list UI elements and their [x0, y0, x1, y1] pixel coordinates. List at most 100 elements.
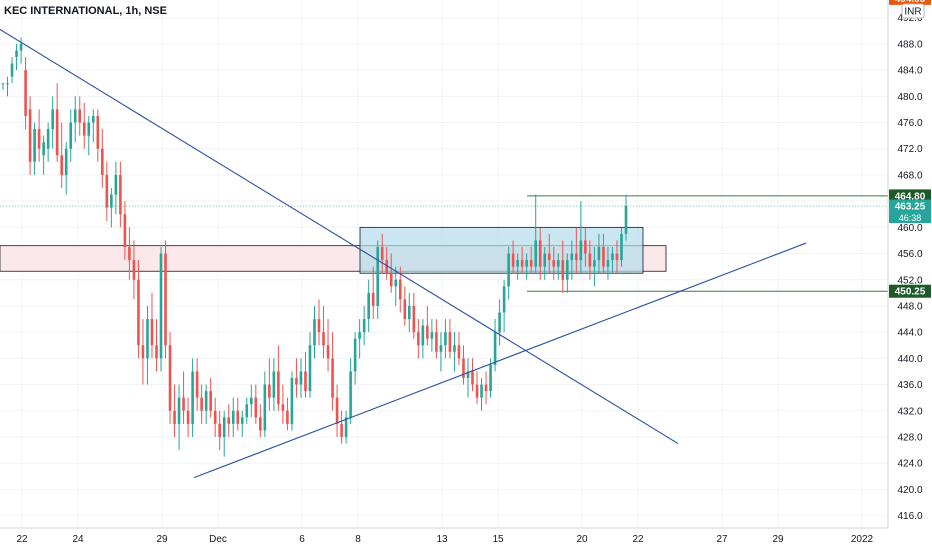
price-tick-label: 480.0 [897, 92, 922, 103]
time-axis[interactable]: 22 24 29 Dec 6 8 13 15 20 22 27 29 2022 [16, 534, 873, 545]
candle-body [159, 253, 163, 359]
candle-body [168, 345, 172, 411]
candle-body [349, 371, 352, 418]
candle [28, 96, 32, 175]
candle [484, 371, 488, 405]
candle-body [367, 292, 370, 320]
candle-body [263, 384, 267, 431]
candle [313, 305, 316, 359]
candle [245, 397, 249, 424]
chart-title: KEC INTERNATIONAL, 1h, NSE [4, 5, 167, 17]
candle [60, 122, 63, 189]
price-badge-label: 494.95 [895, 0, 926, 5]
candle-body [186, 410, 190, 424]
candle [191, 358, 194, 437]
candle [15, 43, 18, 71]
candle [200, 384, 203, 424]
candle [322, 305, 325, 359]
time-tick-label: 27 [716, 534, 728, 545]
candle [290, 371, 294, 431]
candle-body [231, 410, 235, 424]
candle-body [254, 397, 258, 418]
candle-body [353, 338, 357, 372]
candle-body [516, 260, 519, 267]
candle [37, 109, 41, 162]
candle-body [408, 305, 411, 320]
candle-body [624, 206, 628, 234]
candle [448, 319, 452, 359]
candle [624, 194, 628, 241]
candle [511, 240, 515, 274]
candle [146, 305, 149, 385]
price-badge-label: 450.25 [895, 287, 926, 298]
candle [331, 332, 334, 411]
candle [367, 279, 370, 333]
price-badge-bg [889, 189, 931, 203]
candle-body [344, 417, 348, 437]
candle-body [335, 397, 339, 424]
candle-body [588, 253, 592, 267]
candle [141, 319, 145, 385]
candle [430, 319, 434, 352]
candle-body [42, 142, 45, 156]
price-axis-background[interactable] [888, 0, 932, 550]
candle-body [611, 253, 614, 261]
price-tick-label: 432.0 [897, 406, 922, 417]
candle-body [213, 410, 217, 424]
price-tick-label: 420.0 [897, 485, 922, 496]
candle [304, 351, 307, 398]
candle [570, 240, 574, 280]
candle-body [412, 305, 416, 333]
candle-body [489, 364, 492, 392]
candle-body [236, 410, 240, 424]
candle [453, 332, 456, 372]
candle [249, 384, 253, 418]
candle [489, 358, 492, 398]
candle-body [173, 410, 176, 424]
candle-body [245, 404, 249, 418]
candle [525, 253, 528, 280]
candle [471, 358, 474, 392]
candle-body [444, 332, 447, 346]
candle-body [529, 260, 533, 267]
candle [173, 384, 176, 437]
time-tick-label: 8 [355, 534, 361, 545]
candle-body [19, 43, 23, 51]
candle-body [525, 260, 528, 267]
candle-body [511, 253, 515, 267]
candle [222, 410, 226, 457]
candle [466, 358, 470, 398]
candle-body [182, 397, 185, 411]
candle [110, 188, 113, 228]
candle-body [358, 332, 361, 339]
candle-body [200, 397, 203, 411]
candle-body [575, 253, 578, 261]
price-tick-label: 484.0 [897, 66, 922, 77]
candle-body [597, 246, 601, 261]
candle [480, 378, 483, 411]
candle [195, 358, 199, 411]
candle-body [426, 325, 429, 339]
candle [259, 404, 262, 437]
candle [272, 358, 276, 411]
currency-badge[interactable]: INR [901, 3, 925, 19]
candle-body [304, 371, 307, 392]
candle [73, 96, 77, 143]
candle-body [46, 129, 50, 149]
candle [349, 358, 352, 424]
candle [254, 384, 258, 424]
candle [561, 240, 565, 293]
candle [268, 358, 271, 411]
candle-body [421, 325, 425, 346]
candle-body [15, 50, 18, 58]
candle-body [96, 115, 100, 149]
time-tick-label: 20 [576, 534, 588, 545]
candle-body [430, 332, 434, 339]
candle [295, 358, 298, 398]
candle [566, 253, 569, 293]
candle-body [602, 246, 605, 267]
candle [10, 57, 14, 84]
time-tick-label: 22 [16, 534, 28, 545]
